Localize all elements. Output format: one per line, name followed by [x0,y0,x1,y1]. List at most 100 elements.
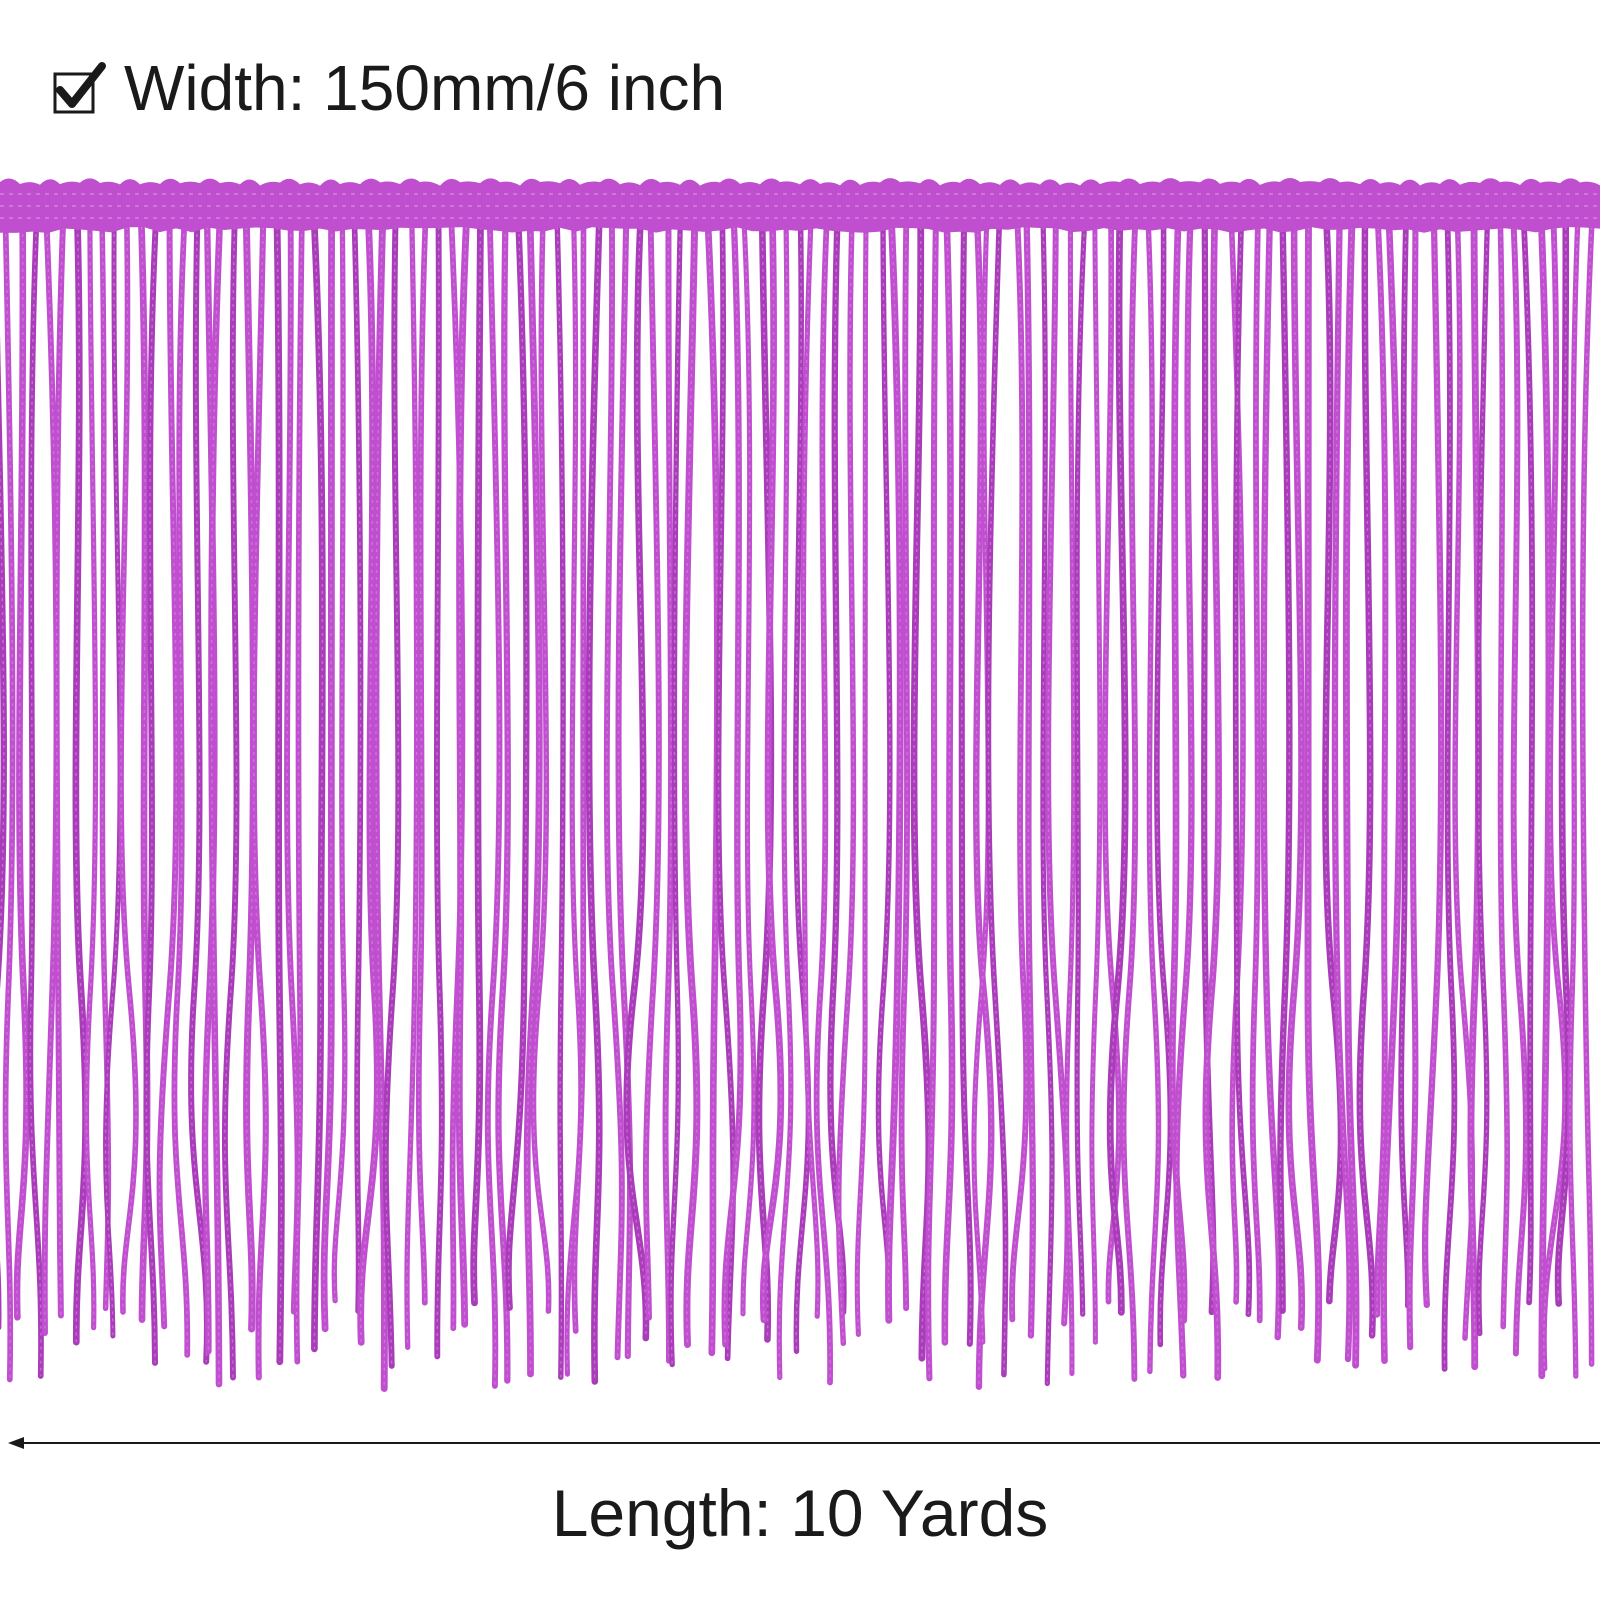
fringe-strand [941,216,956,1346]
fringe-strand-highlight [1477,219,1489,1334]
fringe-strand-highlight [245,219,255,1330]
fringe-strand [382,217,402,1369]
fringe-strand-highlight [742,219,755,1314]
fringe-strand [484,217,503,1389]
fringe-band-body [0,178,1600,233]
fringe-strand-highlight [1122,219,1136,1379]
fringe-strand-highlight [1470,219,1480,1367]
fringe-strand [1009,217,1030,1323]
fringe-strand-highlight [4,219,14,1380]
fringe-strand-highlight [1376,219,1387,1315]
fringe-strand [415,217,429,1306]
fringe-strand-highlight [458,219,468,1325]
fringe-strand [1356,216,1376,1339]
fringe-strand-highlight [961,219,972,1344]
fringe-strand [293,217,305,1365]
fringe-strand-highlight [55,219,64,1316]
fringe-strand-highlight [158,219,178,1327]
fringe-strand-highlight [1382,219,1401,1361]
fringe-strand-highlight [762,219,782,1320]
fringe-strand-highlight [645,219,660,1318]
width-label: Width: 150mm/6 inch [124,52,726,124]
fringe-strand-highlight [573,219,585,1332]
fringe-strand-highlight [145,219,157,1363]
fringe-strand-highlight [190,219,208,1362]
fringe-strand [1497,217,1510,1330]
fringe-strand [1510,217,1530,1357]
fringe-strand [372,216,388,1392]
fringe-strand [250,216,269,1381]
fringe-strand [813,217,834,1386]
fringe-strand-highlight [625,219,647,1339]
fringe-strand-highlight [617,219,631,1357]
fringe-strand-highlight [1569,219,1579,1377]
fringe-strand-highlight [360,219,379,1343]
fringe-strand-highlight [1523,219,1533,1303]
fringe-strand-highlight [684,219,698,1345]
fringe-strand-highlight [1109,219,1126,1313]
fringe-strand [1579,217,1595,1367]
fringe-strand-highlight [1076,219,1086,1315]
fringe-strand-highlight [1540,219,1550,1376]
fringe-strand [273,216,285,1366]
fringe-strand-highlight [556,219,564,1378]
fringe-strand-highlight [717,219,734,1359]
fringe-strand-highlight [707,219,719,1353]
fringe-strand-highlight [1443,219,1456,1369]
fringe-strand-highlight [16,219,28,1318]
fringe-strand [1260,216,1283,1341]
fringe-strand-highlight [987,219,1007,1375]
fringe-strand-highlight [406,219,418,1348]
fringe-strand-highlight [1230,219,1244,1302]
fringe-strand-highlight [1175,219,1193,1376]
fringe-strand-highlight [253,219,267,1378]
fringe-strand-highlight [1091,219,1101,1343]
fringe-strand-highlight [487,219,501,1386]
fringe-strand [1398,217,1411,1309]
fringe-strand-highlight [75,219,87,1343]
fringe-strand-highlight [795,219,810,1352]
fringe-strand-highlight [927,219,937,1379]
fringe-strand-highlight [295,219,303,1362]
width-caption: Width: 150mm/6 inch [52,46,725,130]
fringe-strand-highlight [526,219,540,1375]
fringe-strand-highlight [276,219,283,1362]
fringe-strand-highlight [1156,219,1172,1345]
length-label: Length: 10 Yards [551,1476,1049,1550]
fringe-strand-highlight [1147,219,1160,1372]
fringe-strand [1421,216,1445,1309]
fringe-strand-highlight [1171,219,1185,1321]
fringe-strand [925,216,939,1382]
fringe-strand-highlight [1581,219,1593,1365]
fringe-strand [331,217,348,1304]
fringe-strand-highlight [1065,219,1075,1374]
fringe-strand-highlight [497,219,509,1381]
fringe-strand [776,217,794,1381]
fringe-strand-highlight [944,219,953,1343]
fringe-strand-highlight [1543,219,1566,1369]
fringe-strand [83,217,99,1331]
fringe-strand [668,217,683,1368]
fringe-strand-highlight [1512,219,1527,1354]
fringe-strand [1249,217,1263,1324]
fringe-strand [1554,216,1573,1307]
fringe-strand-highlight [1334,219,1351,1360]
fringe-strand-highlight [436,219,443,1357]
fringe-strand-highlight [802,219,819,1317]
fringe-strand-highlight [1047,219,1069,1324]
fringe-strand-highlight [1251,219,1261,1321]
fringe-strand-highlight [353,219,362,1312]
length-arrow [8,1437,1600,1449]
fringe-strand [835,217,857,1347]
fringe-strand-highlight [975,219,992,1387]
fringe-strand-highlight [606,219,623,1358]
fringe-strand [898,217,911,1312]
fringe-strand [1475,217,1491,1337]
fringe-strand-highlight [1279,219,1291,1311]
fringe-strand-highlight [1205,219,1220,1378]
fringe-strand [740,217,757,1317]
fringe-strand-highlight [1025,219,1034,1336]
fringe-trim [0,178,1600,1392]
fringe-strand-highlight [85,219,97,1328]
fringe-strand-highlight [323,219,333,1329]
